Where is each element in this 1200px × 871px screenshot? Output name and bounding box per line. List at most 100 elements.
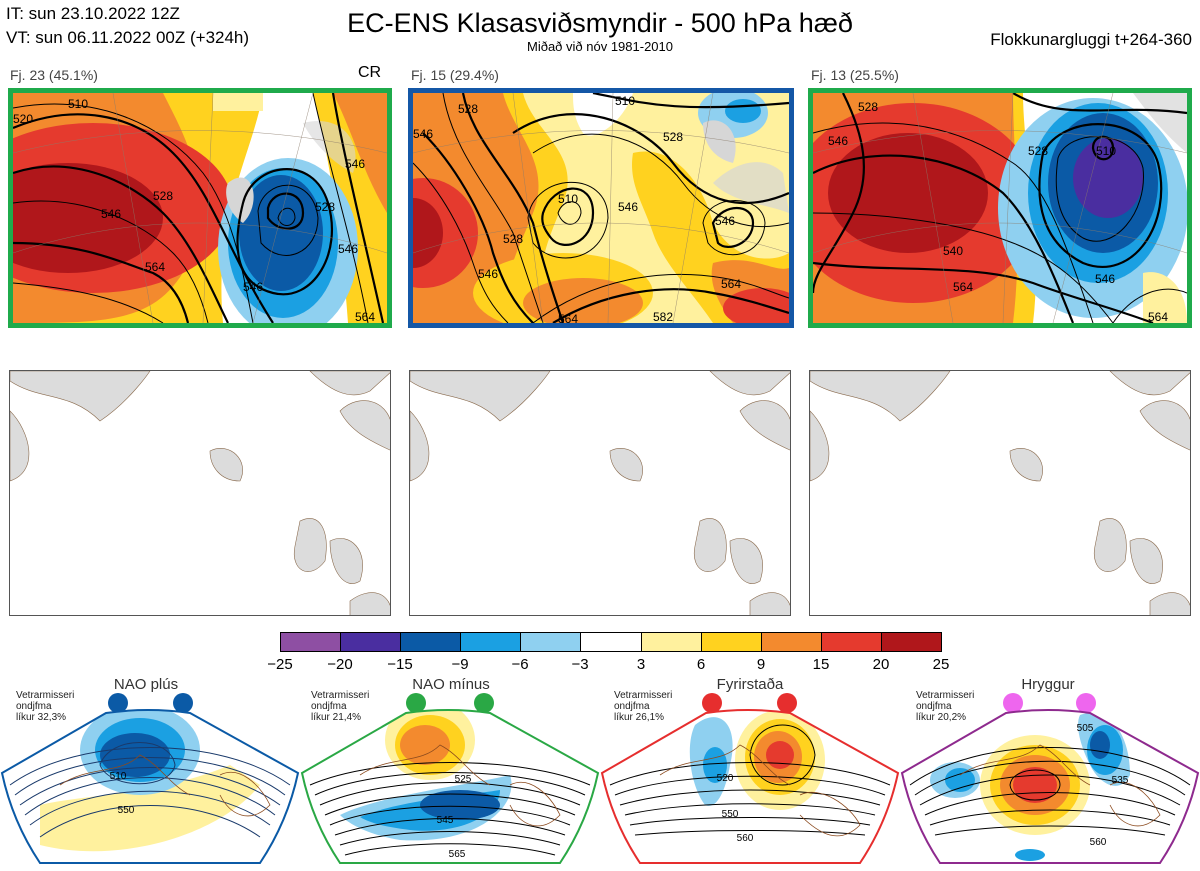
regime-3-contour-label: 560 <box>737 833 754 844</box>
regime-2-marker <box>474 693 494 713</box>
cl2-contour-label: 528 <box>663 130 683 144</box>
cluster-2-label: Fj. 15 (29.4%) <box>411 67 499 83</box>
cl3-contour-label: 510 <box>1096 144 1116 158</box>
colorbar-tick: 6 <box>696 656 706 673</box>
cl1-contour-label: 520 <box>13 112 33 126</box>
regime-1-note: Vetrarmisseri ondjfma líkur 32,3% <box>16 690 75 723</box>
regime-1-marker <box>173 693 193 713</box>
colorbar-swatch <box>701 633 762 651</box>
colorbar-tick: 25 <box>932 656 950 673</box>
regime-4-note: Vetrarmisseri ondjfma líkur 20,2% <box>916 690 975 723</box>
regime-3-marker <box>777 693 797 713</box>
colorbar-tick: −6 <box>511 656 529 673</box>
cl3-contour-label: 528 <box>1028 144 1048 158</box>
regime-1-contour-label: 510 <box>110 771 127 782</box>
cl1-contour-label: 510 <box>68 97 88 111</box>
regime-2-marker <box>406 693 426 713</box>
colorbar-tick: −9 <box>451 656 469 673</box>
cl1-contour-label: 546 <box>345 157 365 171</box>
cluster-1-label: Fj. 23 (45.1%) <box>10 67 98 83</box>
regime-1-map: 510 550 <box>0 709 300 864</box>
regime-3-marker <box>702 693 722 713</box>
valid-time: VT: sun 06.11.2022 00Z (+324h) <box>6 28 250 47</box>
clustering-window: Flokkunargluggi t+264-360 <box>990 30 1192 49</box>
regime-2-note: Vetrarmisseri ondjfma líkur 21,4% <box>311 690 370 723</box>
regime-2-map: 525 545 565 <box>300 709 600 864</box>
colorbar-tick: 3 <box>636 656 646 673</box>
colorbar-tick: 20 <box>872 656 890 673</box>
regime-1-contour-label: 550 <box>118 805 135 816</box>
colorbar-swatch <box>581 633 642 651</box>
cl2-contour-label: 546 <box>715 214 735 228</box>
cl3-contour-label: 564 <box>953 280 973 294</box>
cl2-contour-label: 582 <box>653 310 673 323</box>
regime-4-contour-label: 535 <box>1112 775 1129 786</box>
cl1-contour-label: 528 <box>153 189 173 203</box>
cluster-1-marker: CR <box>358 64 382 81</box>
cl2-contour-label: 546 <box>413 127 433 141</box>
colorbar-swatch <box>881 633 942 651</box>
regime-4-map: 505 535 560 <box>900 709 1200 864</box>
regime-2-contour-label: 525 <box>455 774 472 785</box>
cl3-contour-label: 528 <box>858 100 878 114</box>
cl1-contour-label: 546 <box>338 242 358 256</box>
regime-1-marker <box>108 693 128 713</box>
cl1-contour-label: 546 <box>101 207 121 221</box>
colorbar-tick: −25 <box>267 656 293 673</box>
regime-3-map: 520 550 560 <box>600 709 900 864</box>
cluster-map-3: 528 546 528 510 540 546 564 564 <box>808 88 1192 328</box>
cl2-contour-label: 564 <box>721 277 741 291</box>
cl2-contour-label: 510 <box>615 94 635 108</box>
cl3-contour-label: 540 <box>943 244 963 258</box>
cluster-map-1: 510 520 528 546 546 564 546 528 546 564 <box>8 88 392 328</box>
cl3-contour-label: 546 <box>1095 272 1115 286</box>
colorbar-tick: 9 <box>756 656 766 673</box>
cl1-contour-label: 528 <box>315 200 335 214</box>
regime-3-contour-label: 520 <box>717 773 734 784</box>
regime-4-title: Hryggur <box>1021 676 1075 693</box>
cluster-3-label: Fj. 13 (25.5%) <box>811 67 899 83</box>
cluster-map-2: 528 546 510 528 546 546 564 564 582 510 … <box>408 88 794 328</box>
colorbar-swatch <box>461 633 522 651</box>
blank-map-2 <box>409 370 791 616</box>
regime-4-contour-label: 560 <box>1090 837 1107 848</box>
colorbar-swatch <box>521 633 582 651</box>
blank-map-1 <box>9 370 391 616</box>
colorbar-swatch <box>761 633 822 651</box>
colorbar-swatch <box>401 633 462 651</box>
regime-4-contour-label: 505 <box>1077 723 1094 734</box>
cl3-contour-label: 546 <box>828 134 848 148</box>
blank-map-3 <box>809 370 1191 616</box>
regime-2-contour-label: 565 <box>449 849 466 860</box>
regime-4-marker <box>1076 693 1096 713</box>
colorbar-swatch <box>341 633 402 651</box>
colorbar-tick: −15 <box>387 656 413 673</box>
cl2-contour-label: 546 <box>478 267 498 281</box>
cl2-contour-label: 564 <box>558 312 578 323</box>
cl2-contour-label: 510 <box>558 192 578 206</box>
regime-3-title: Fyrirstaða <box>716 676 784 693</box>
regime-3-contour-label: 550 <box>722 809 739 820</box>
colorbar-tick: −20 <box>327 656 353 673</box>
cl1-contour-label: 564 <box>355 310 375 323</box>
regime-4-marker <box>1003 693 1023 713</box>
colorbar-swatch <box>821 633 882 651</box>
cl1-contour-label: 564 <box>145 260 165 274</box>
colorbar-tick: −3 <box>571 656 589 673</box>
page-title: EC-ENS Klasasviðsmyndir - 500 hPa hæð <box>347 8 853 38</box>
colorbar-swatch <box>281 633 342 651</box>
colorbar <box>280 632 942 652</box>
regime-3-note: Vetrarmisseri ondjfma líkur 26,1% <box>614 690 673 723</box>
initial-time: IT: sun 23.10.2022 12Z <box>6 4 180 23</box>
page-subtitle: Miðað við nóv 1981-2010 <box>527 39 673 54</box>
cl2-contour-label: 528 <box>503 232 523 246</box>
cl1-contour-label: 546 <box>243 280 263 294</box>
regime-2-title: NAO mínus <box>412 676 490 693</box>
cl3-contour-label: 564 <box>1148 310 1168 323</box>
regime-1-title: NAO plús <box>113 676 179 693</box>
cl2-contour-label: 546 <box>618 200 638 214</box>
colorbar-swatch <box>641 633 702 651</box>
cl2-contour-label: 528 <box>458 102 478 116</box>
colorbar-tick: 15 <box>812 656 830 673</box>
regime-2-contour-label: 545 <box>437 815 454 826</box>
